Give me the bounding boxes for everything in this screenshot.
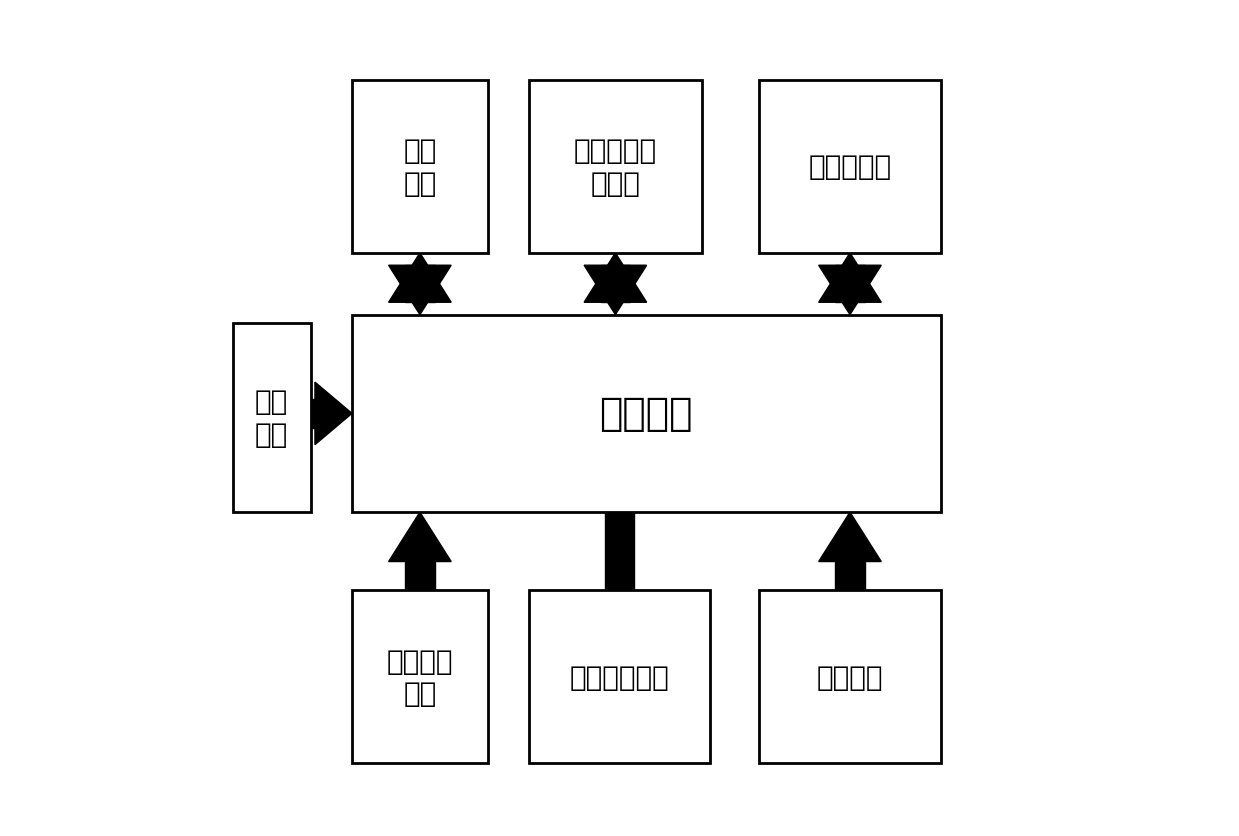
Polygon shape: [389, 266, 451, 315]
Polygon shape: [584, 266, 647, 315]
Polygon shape: [605, 463, 634, 640]
Bar: [760, 81, 940, 253]
Polygon shape: [819, 266, 881, 315]
Polygon shape: [389, 253, 451, 303]
Text: 气压传感器: 气压传感器: [808, 153, 892, 181]
Polygon shape: [405, 266, 435, 303]
Polygon shape: [601, 266, 631, 303]
Text: 微处理器: 微处理器: [600, 395, 693, 433]
Polygon shape: [819, 512, 881, 562]
Polygon shape: [405, 562, 435, 591]
Polygon shape: [584, 253, 647, 303]
Text: 模块供电
单元: 模块供电 单元: [387, 647, 453, 707]
Polygon shape: [589, 463, 650, 512]
Bar: [529, 81, 701, 253]
Polygon shape: [311, 399, 315, 429]
Bar: [760, 591, 940, 763]
Bar: [352, 81, 488, 253]
Text: 显示单元: 显示单元: [817, 663, 883, 691]
Bar: [233, 324, 311, 512]
Bar: [529, 591, 710, 763]
Polygon shape: [389, 512, 451, 562]
Text: 时频
单元: 时频 单元: [255, 388, 289, 448]
Polygon shape: [819, 253, 881, 303]
Text: 数据异常报
警单元: 数据异常报 警单元: [574, 137, 657, 197]
Bar: [352, 315, 940, 512]
Text: 存储
单元: 存储 单元: [403, 137, 436, 197]
Bar: [352, 591, 488, 763]
Polygon shape: [589, 591, 650, 640]
Polygon shape: [315, 383, 352, 445]
Polygon shape: [835, 562, 865, 591]
Polygon shape: [835, 266, 865, 303]
Text: 通信接口单元: 通信接口单元: [570, 663, 669, 691]
